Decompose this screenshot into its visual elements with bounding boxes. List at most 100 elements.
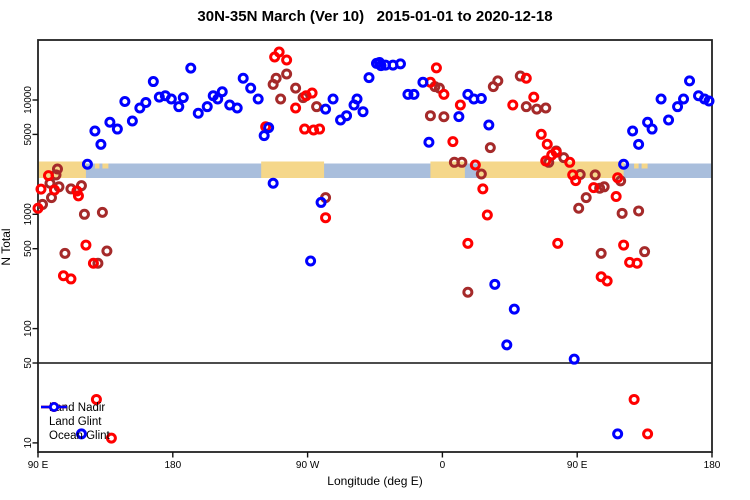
map-strip-land: [478, 161, 624, 178]
data-point: [281, 68, 293, 80]
data-point: [475, 93, 487, 105]
data-point: [308, 124, 320, 136]
data-point: [65, 273, 77, 285]
data-point: [119, 96, 131, 108]
data-point: [96, 206, 108, 218]
data-point: [462, 237, 474, 249]
data-point: [564, 156, 576, 168]
x-tick-label: 90 E: [28, 460, 49, 471]
data-point: [568, 353, 580, 365]
data-point: [454, 99, 466, 111]
data-point: [258, 130, 270, 142]
data-point: [267, 177, 279, 189]
data-point: [483, 119, 495, 131]
data-point: [628, 393, 640, 405]
data-point: [80, 239, 92, 251]
data-point: [618, 158, 630, 170]
y-tick-label: 100: [23, 320, 34, 337]
data-point: [612, 172, 624, 184]
data-point: [540, 102, 552, 114]
data-point: [42, 170, 54, 182]
legend-item-label: Land Glint: [49, 416, 102, 428]
data-point: [351, 93, 363, 105]
data-point: [134, 102, 146, 114]
data-point: [423, 136, 435, 148]
data-point: [89, 125, 101, 137]
data-point: [48, 184, 60, 196]
data-point: [508, 303, 520, 315]
data-point: [290, 82, 302, 94]
map-strip-island: [94, 163, 100, 169]
legend-item: Land Glint: [40, 402, 110, 429]
data-point: [90, 393, 102, 405]
data-point: [59, 247, 71, 259]
data-point: [402, 88, 414, 100]
data-point: [672, 101, 684, 113]
y-tick-label: 10: [23, 437, 34, 449]
data-point: [306, 87, 318, 99]
data-point: [484, 142, 496, 154]
data-point: [612, 428, 624, 440]
data-point: [417, 76, 429, 88]
data-point: [580, 192, 592, 204]
data-point: [95, 138, 107, 150]
legend-item-label: Land Nadir: [49, 402, 106, 414]
series-ocean-glint: [75, 56, 715, 440]
data-point: [111, 123, 123, 135]
data-point: [394, 58, 406, 70]
y-axis-title: N Total: [0, 228, 13, 266]
data-point: [273, 46, 285, 58]
data-point: [631, 257, 643, 269]
data-point: [489, 278, 501, 290]
data-point: [177, 92, 189, 104]
data-point: [35, 183, 47, 195]
legend-item: Ocean Glint: [40, 402, 110, 443]
data-point: [105, 432, 117, 444]
x-tick-label: 180: [164, 460, 181, 471]
data-point: [456, 156, 468, 168]
data-point: [92, 257, 104, 269]
data-point: [320, 212, 332, 224]
data-point: [528, 91, 540, 103]
data-point: [546, 149, 558, 161]
data-point: [703, 95, 715, 107]
data-point: [275, 93, 287, 105]
map-strip-island: [634, 163, 639, 169]
data-point: [357, 106, 369, 118]
data-point: [663, 114, 675, 126]
data-point: [520, 72, 532, 84]
data-point: [173, 101, 185, 113]
chart-title: 30N-35N March (Ver 10) 2015-01-01 to 202…: [197, 8, 553, 25]
data-point: [462, 286, 474, 298]
x-tick-label: 180: [704, 460, 721, 471]
data-point: [299, 123, 311, 135]
legend: Land Nadir Land Glint Ocean Glint: [40, 401, 110, 443]
data-point: [646, 123, 658, 135]
data-point: [72, 190, 84, 202]
data-point: [438, 88, 450, 100]
data-point: [231, 102, 243, 114]
data-point: [588, 182, 600, 194]
map-strip-island: [641, 163, 648, 169]
data-point: [598, 181, 610, 193]
data-point: [447, 136, 459, 148]
data-point: [363, 72, 375, 84]
data-point: [501, 339, 513, 351]
data-point: [311, 101, 323, 113]
data-point: [610, 191, 622, 203]
map-strip-island: [102, 163, 109, 169]
data-point: [263, 122, 275, 134]
data-point: [75, 428, 87, 440]
data-point: [147, 76, 159, 88]
x-axis-title: Longitude (deg E): [327, 474, 423, 488]
data-point: [601, 275, 613, 287]
legend-item-label: Ocean Glint: [49, 430, 110, 442]
data-point: [237, 72, 249, 84]
data-point: [51, 163, 63, 175]
data-point: [642, 428, 654, 440]
data-point: [245, 82, 257, 94]
data-point: [570, 175, 582, 187]
data-point: [81, 158, 93, 170]
data-point: [453, 111, 465, 123]
